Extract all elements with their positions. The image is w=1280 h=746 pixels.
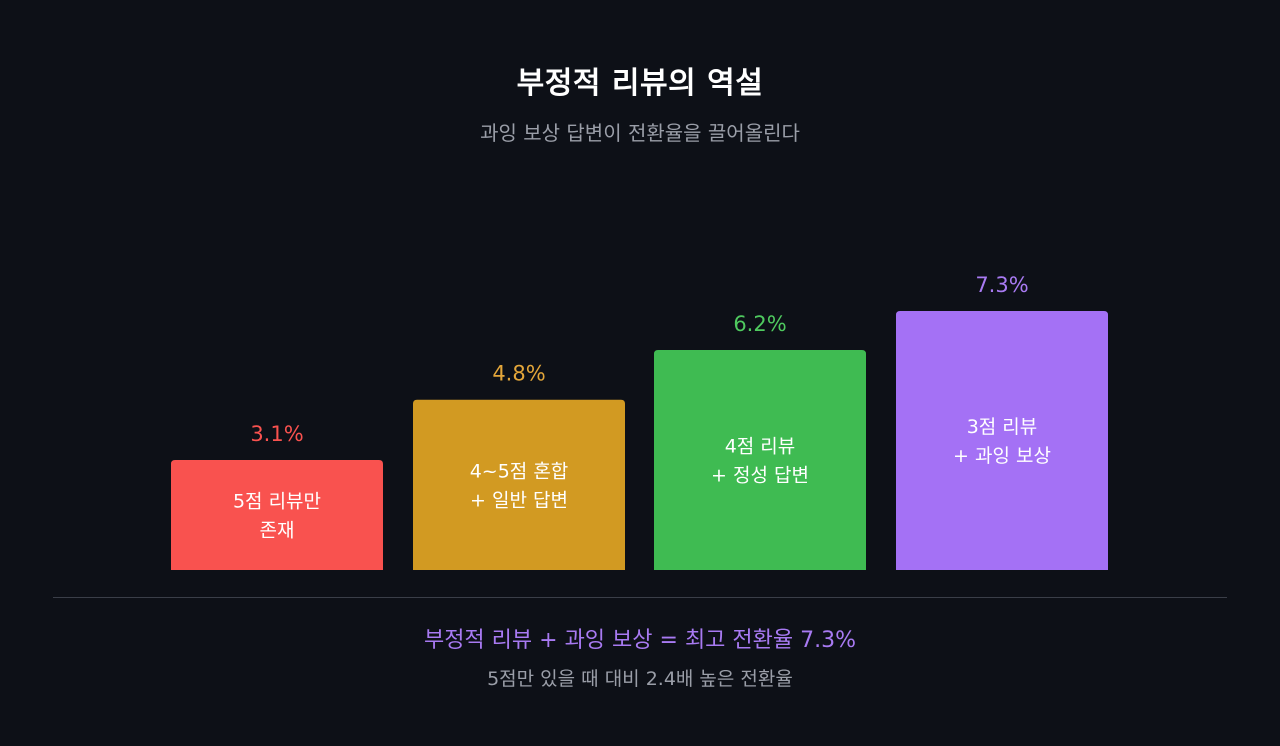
bar-value-label: 3.1%	[250, 422, 303, 446]
bar-value-label: 7.3%	[975, 273, 1028, 297]
bar-value-label: 6.2%	[733, 312, 786, 336]
bar-category-label: 4점 리뷰	[725, 436, 796, 458]
bar-category-label: + 정성 답변	[711, 465, 809, 487]
bar-category-label: 4~5점 혼합	[470, 460, 569, 482]
bar-category-label: + 과잉 보상	[953, 445, 1051, 467]
summary-detail: 5점만 있을 때 대비 2.4배 높은 전환율	[487, 668, 793, 690]
divider	[53, 597, 1227, 598]
summary-headline: 부정적 리뷰 + 과잉 보상 = 최고 전환율 7.3%	[423, 628, 857, 653]
bar-category-label: 존재	[260, 520, 295, 542]
bar-category-label: 3점 리뷰	[967, 416, 1038, 438]
bar	[171, 460, 383, 570]
chart-title: 부정적 리뷰의 역설	[516, 66, 764, 101]
bar-category-label: + 일반 답변	[470, 489, 568, 511]
bar-category-label: 5점 리뷰만	[233, 491, 321, 513]
bar-value-label: 4.8%	[492, 362, 545, 386]
chart-subtitle: 과잉 보상 답변이 전환율을 끌어올린다	[480, 121, 800, 145]
bar	[413, 399, 625, 570]
bar	[654, 350, 866, 570]
bar	[896, 311, 1108, 570]
